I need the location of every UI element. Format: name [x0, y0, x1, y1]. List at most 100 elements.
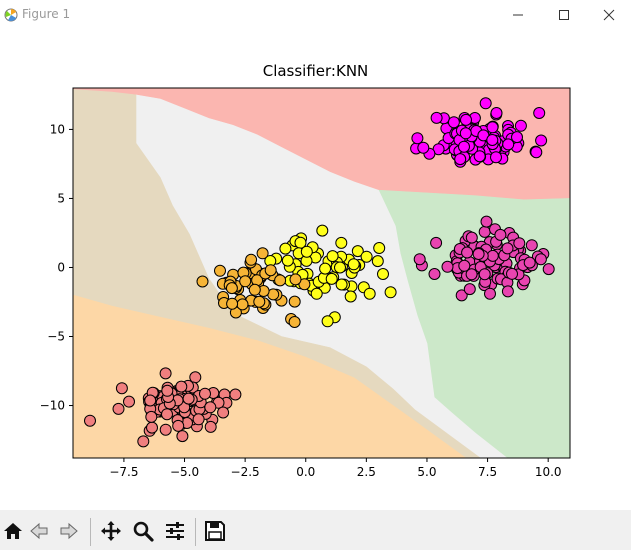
point-magenta — [473, 150, 486, 163]
point-orange — [225, 282, 238, 295]
toolbar-separator — [195, 518, 196, 546]
point-yellow — [310, 287, 323, 300]
chart-title: Classifier:KNN — [262, 62, 369, 80]
point-magenta — [479, 97, 492, 110]
point-orange — [248, 283, 261, 296]
point-salmon — [144, 394, 157, 407]
magnifier-icon — [133, 521, 154, 542]
y-tick-label: 10 — [50, 122, 65, 136]
point-yellow — [373, 242, 386, 254]
point-pink — [465, 231, 478, 244]
point-yellow — [377, 268, 389, 280]
point-yellow — [335, 236, 348, 249]
point-salmon — [123, 395, 135, 408]
point-yellow — [326, 250, 339, 263]
point-orange — [253, 295, 266, 308]
point-magenta — [486, 121, 499, 134]
close-button[interactable] — [586, 0, 631, 30]
figure-canvas: Classifier:KNN −7.5 −5.0 −2.5 0.0 2.5 5.0 7.5 1… — [0, 30, 631, 510]
point-salmon — [146, 421, 158, 434]
point-magenta — [502, 138, 515, 151]
point-yellow — [363, 287, 376, 300]
point-orange — [289, 273, 302, 286]
y-tick-label: 0 — [57, 260, 65, 274]
x-tick-label: 5.0 — [417, 465, 436, 479]
point-orange — [214, 264, 226, 277]
point-yellow — [347, 258, 360, 271]
point-yellow — [384, 286, 397, 299]
point-salmon — [115, 382, 128, 395]
point-pink — [465, 268, 478, 281]
point-salmon — [204, 420, 217, 433]
point-magenta — [411, 132, 424, 145]
point-orange — [274, 274, 287, 287]
point-magenta — [511, 131, 523, 144]
point-salmon — [161, 384, 174, 397]
sliders-icon — [166, 522, 184, 540]
x-tick-label: 0.0 — [296, 465, 315, 479]
point-magenta — [490, 151, 502, 164]
point-salmon — [159, 367, 172, 380]
pan-button[interactable] — [98, 518, 124, 544]
point-pink — [534, 253, 547, 266]
point-pink — [484, 287, 496, 300]
point-magenta — [514, 119, 527, 132]
minimize-icon — [513, 14, 523, 16]
point-magenta — [447, 116, 460, 129]
x-tick-label: −2.5 — [231, 465, 260, 479]
point-pink — [525, 239, 538, 252]
point-yellow — [279, 242, 292, 255]
point-magenta — [460, 113, 472, 126]
window-title: Figure 1 — [22, 7, 71, 21]
point-orange — [245, 253, 258, 266]
home-button[interactable] — [0, 518, 26, 544]
maximize-button[interactable] — [541, 0, 587, 30]
point-magenta — [417, 141, 430, 154]
point-orange — [264, 264, 277, 277]
point-pink — [523, 256, 536, 269]
point-pink — [480, 215, 493, 228]
point-salmon — [175, 380, 188, 393]
point-magenta — [430, 111, 443, 124]
point-pink — [455, 289, 468, 302]
point-pink — [413, 253, 426, 266]
point-orange — [236, 298, 249, 311]
minimize-button[interactable] — [495, 0, 541, 30]
point-yellow — [335, 278, 348, 291]
point-magenta — [458, 140, 470, 153]
point-magenta — [535, 134, 548, 147]
point-magenta — [486, 134, 499, 146]
configure-subplots-button[interactable] — [162, 518, 188, 544]
data-points — [84, 97, 555, 448]
point-orange — [196, 275, 209, 288]
point-yellow — [360, 250, 373, 263]
plot-frame — [72, 87, 571, 459]
point-pink — [501, 285, 514, 298]
point-salmon — [176, 430, 189, 443]
point-salmon — [192, 413, 205, 426]
x-tick-label: 7.5 — [478, 465, 497, 479]
save-button[interactable] — [202, 518, 228, 544]
point-yellow — [316, 224, 329, 237]
point-pink — [461, 246, 474, 259]
move-icon — [101, 521, 121, 541]
point-pink — [463, 283, 476, 296]
point-pink — [472, 248, 485, 260]
toolbar-separator — [90, 518, 91, 546]
point-pink — [430, 236, 443, 249]
point-pink — [478, 225, 491, 238]
point-yellow — [281, 254, 294, 267]
point-orange — [256, 247, 269, 260]
point-salmon — [84, 414, 96, 427]
back-button[interactable] — [26, 518, 52, 544]
zoom-button[interactable] — [130, 518, 156, 544]
home-icon — [4, 523, 22, 539]
point-yellow — [300, 245, 313, 258]
point-yellow — [351, 245, 364, 258]
y-tick-label: 5 — [57, 191, 65, 205]
forward-button[interactable] — [56, 518, 82, 544]
window-title-bar: Figure 1 — [0, 0, 631, 30]
point-salmon — [182, 392, 195, 405]
point-orange — [288, 316, 301, 328]
point-salmon — [217, 406, 230, 419]
